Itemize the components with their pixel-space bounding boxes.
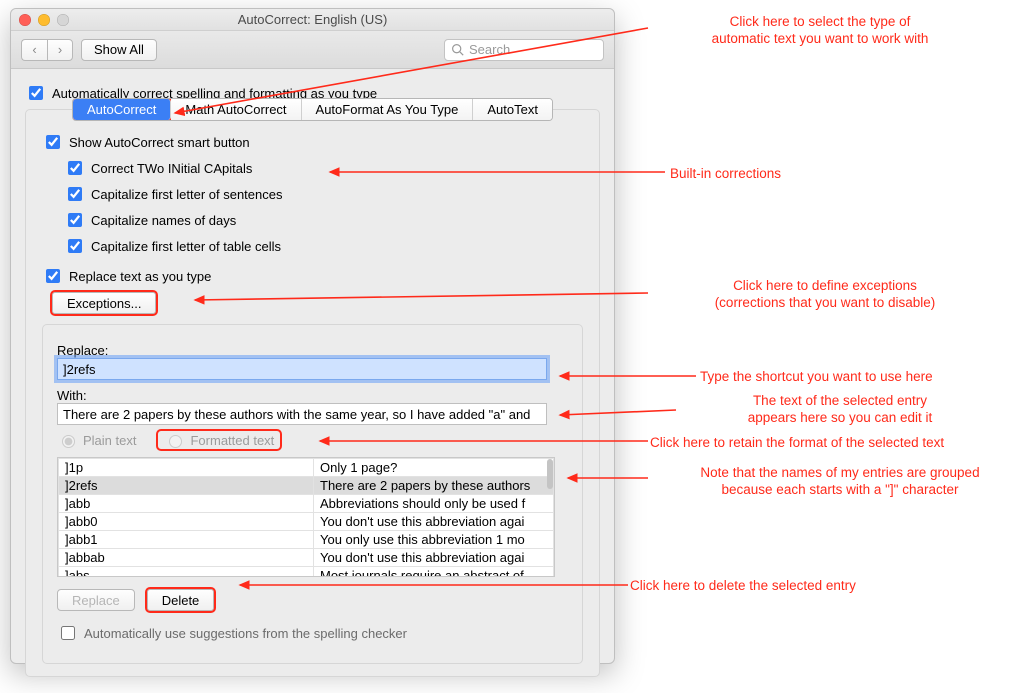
search-input[interactable]: Search xyxy=(444,39,604,61)
annotation-exceptions: Click here to define exceptions(correcti… xyxy=(650,278,1000,312)
zoom-icon[interactable] xyxy=(57,14,69,26)
toolbar: ‹ › Show All Search xyxy=(11,31,614,69)
options-panel: AutoCorrect Math AutoCorrect AutoFormat … xyxy=(25,109,600,677)
forward-button[interactable]: › xyxy=(47,39,73,61)
titlebar: AutoCorrect: English (US) xyxy=(11,9,614,31)
back-button[interactable]: ‹ xyxy=(21,39,47,61)
scrollbar[interactable] xyxy=(547,459,553,489)
window-controls xyxy=(19,14,69,26)
with-label: With: xyxy=(57,388,568,403)
annotation-formatted: Click here to retain the format of the s… xyxy=(650,435,1030,452)
table-row[interactable]: ]abbabYou don't use this abbreviation ag… xyxy=(59,549,554,567)
two-caps-checkbox[interactable]: Correct TWo INitial CApitals xyxy=(64,158,583,178)
table-cells-checkbox[interactable]: Capitalize first letter of table cells xyxy=(64,236,583,256)
annotation-shortcut: Type the shortcut you want to use here xyxy=(700,369,1030,386)
search-placeholder: Search xyxy=(469,42,510,57)
replace-section: Replace: With: Plain text Formatted text… xyxy=(42,324,583,664)
formatted-text-radio[interactable]: Formatted text xyxy=(158,431,280,449)
auto-suggestions-checkbox[interactable]: Automatically use suggestions from the s… xyxy=(57,623,568,643)
table-row[interactable]: ]abbAbbreviations should only be used f xyxy=(59,495,554,513)
table-row[interactable]: ]1pOnly 1 page? xyxy=(59,459,554,477)
minimize-icon[interactable] xyxy=(38,14,50,26)
tab-autocorrect[interactable]: AutoCorrect xyxy=(73,99,171,120)
tab-autotext[interactable]: AutoText xyxy=(473,99,552,120)
annotation-tabs: Click here to select the type ofautomati… xyxy=(650,14,990,48)
delete-button[interactable]: Delete xyxy=(147,589,215,611)
first-sentences-checkbox[interactable]: Capitalize first letter of sentences xyxy=(64,184,583,204)
tab-bar: AutoCorrect Math AutoCorrect AutoFormat … xyxy=(26,98,599,121)
table-row[interactable]: ]abb0You don't use this abbreviation aga… xyxy=(59,513,554,531)
close-icon[interactable] xyxy=(19,14,31,26)
replace-label: Replace: xyxy=(57,343,568,358)
replace-input[interactable] xyxy=(57,358,547,380)
annotation-builtin: Built-in corrections xyxy=(670,166,870,183)
table-row[interactable]: ]abb1You only use this abbreviation 1 mo xyxy=(59,531,554,549)
smart-button-checkbox[interactable]: Show AutoCorrect smart button xyxy=(42,132,583,152)
annotation-delete: Click here to delete the selected entry xyxy=(630,578,950,595)
tab-autoformat[interactable]: AutoFormat As You Type xyxy=(302,99,474,120)
window-title: AutoCorrect: English (US) xyxy=(238,12,388,27)
replace-button[interactable]: Replace xyxy=(57,589,135,611)
table-row[interactable]: ]2refsThere are 2 papers by these author… xyxy=(59,477,554,495)
table-row[interactable]: ]absMost journals require an abstract of xyxy=(59,567,554,577)
search-icon xyxy=(451,43,464,56)
annotation-grouped: Note that the names of my entries are gr… xyxy=(650,465,1030,499)
annotation-with: The text of the selected entryappears he… xyxy=(680,393,1000,427)
replacements-table[interactable]: ]1pOnly 1 page?]2refsThere are 2 papers … xyxy=(57,457,555,577)
preferences-window: AutoCorrect: English (US) ‹ › Show All S… xyxy=(10,8,615,664)
tab-math-autocorrect[interactable]: Math AutoCorrect xyxy=(171,99,301,120)
replace-as-type-checkbox[interactable]: Replace text as you type xyxy=(42,266,583,286)
exceptions-button[interactable]: Exceptions... xyxy=(52,292,156,314)
content-area: Automatically correct spelling and forma… xyxy=(11,69,614,693)
with-input[interactable] xyxy=(57,403,547,425)
show-all-button[interactable]: Show All xyxy=(81,39,157,61)
days-checkbox[interactable]: Capitalize names of days xyxy=(64,210,583,230)
plain-text-radio[interactable]: Plain text xyxy=(57,432,136,448)
nav-segment: ‹ › xyxy=(21,39,73,61)
